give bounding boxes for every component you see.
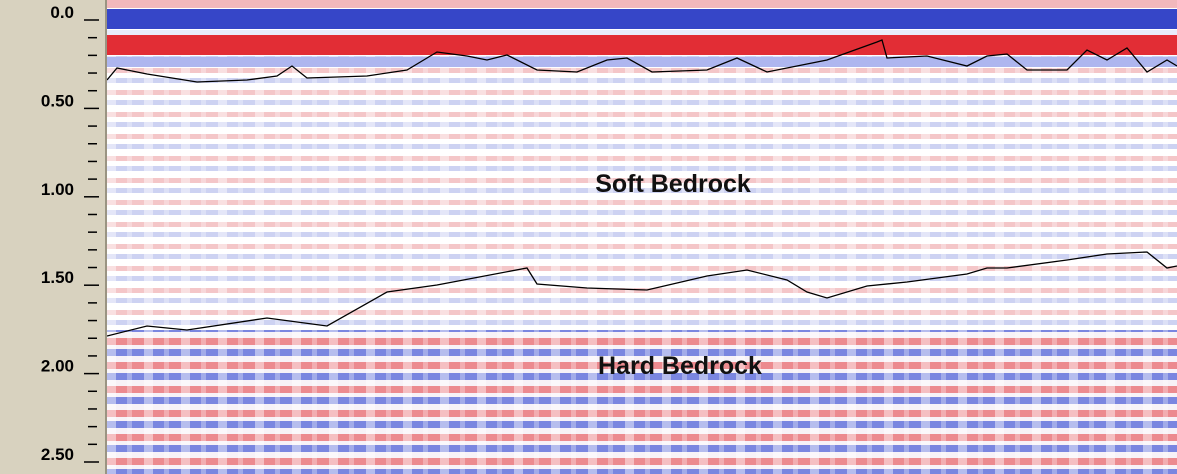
y-tick-label: 2.50 [41, 445, 74, 464]
y-tick-label: 1.00 [41, 180, 74, 199]
depth-axis: 0.0 0.50 1.00 1.50 2.00 2.50 [0, 0, 105, 474]
section: Soft Bedrock Hard Bedrock [107, 0, 1177, 474]
y-tick-label: 0.0 [50, 3, 74, 22]
y-tick-label: 1.50 [41, 268, 74, 287]
y-tick-label: 2.00 [41, 357, 74, 376]
annotation: Soft Bedrock [595, 170, 751, 198]
screen: Soft Bedrock Hard Bedrock 0.0 0.50 1.00 1.5… [0, 0, 1177, 474]
y-tick-label: 0.50 [41, 91, 74, 110]
annotation: Hard Bedrock [598, 352, 762, 380]
section-image: Soft Bedrock Hard Bedrock [107, 0, 1177, 474]
